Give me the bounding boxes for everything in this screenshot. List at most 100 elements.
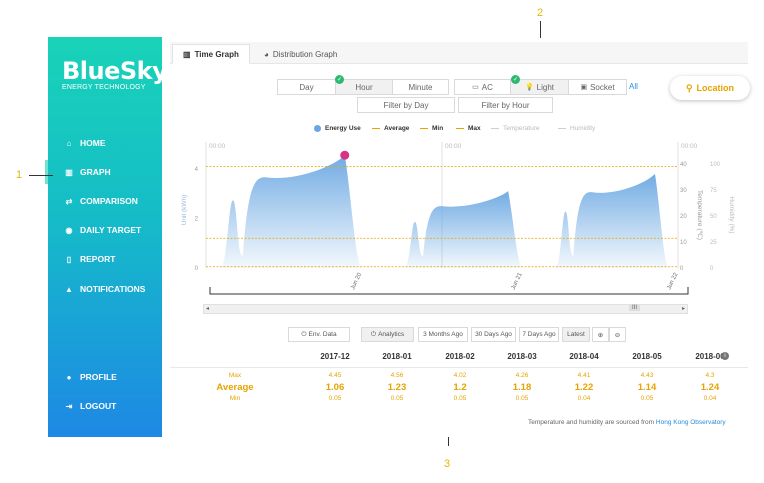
legend-average[interactable]: Average xyxy=(372,125,409,132)
table-cell-min: 0.05 xyxy=(640,395,654,402)
sidebar-item-report[interactable]: ▯ REPORT xyxy=(48,250,162,268)
sidebar-item-label: COMPARISON xyxy=(80,196,138,206)
sidebar-item-comparison[interactable]: ⇄ COMPARISON xyxy=(48,192,162,210)
ac-icon: ▭ xyxy=(472,84,479,91)
device-label: Light xyxy=(536,82,555,92)
table-cell-max: 4.41 xyxy=(577,372,591,379)
sidebar-item-profile[interactable]: ● PROFILE xyxy=(48,368,162,386)
legend-temperature[interactable]: Temperature xyxy=(491,125,540,132)
divider xyxy=(170,367,748,368)
sidebar-item-label: DAILY TARGET xyxy=(80,225,142,235)
info-icon[interactable]: i xyxy=(721,352,729,360)
range-30-days-button[interactable]: 30 Days Ago xyxy=(471,327,516,342)
analytics-button[interactable]: ⏻ Analytics xyxy=(361,327,414,342)
env-data-button[interactable]: ⏻ Env. Data xyxy=(288,327,350,342)
legend-swatch xyxy=(420,128,428,129)
chart-area[interactable]: 00:00 00:00 00:00 0 2 4 Unit (kWh) 0 10 20 30 40 Tem… xyxy=(170,140,750,310)
location-button[interactable]: ⚲ Location xyxy=(670,76,750,100)
legend-swatch xyxy=(314,125,321,132)
humidity-axis-tick: 50 xyxy=(710,214,717,220)
x-axis-tick: Jun 21 xyxy=(511,271,524,290)
device-socket-button[interactable]: ▣ Socket xyxy=(568,79,627,95)
range-3-months-button[interactable]: 3 Months Ago xyxy=(418,327,468,342)
scroll-handle[interactable]: III xyxy=(629,305,641,311)
table-cell-max: 4.02 xyxy=(453,372,467,379)
button-label: Env. Data xyxy=(308,331,337,338)
hong-kong-observatory-link[interactable]: Hong Kong Observatory xyxy=(655,419,726,426)
home-icon: ⌂ xyxy=(66,138,72,148)
sidebar-item-notifications[interactable]: ▲ NOTIFICATIONS xyxy=(48,280,162,298)
check-icon: ✓ xyxy=(511,75,520,84)
energy-use-area-day-1 xyxy=(220,155,362,268)
sidebar-item-home[interactable]: ⌂ HOME xyxy=(48,134,162,152)
legend-max[interactable]: Max xyxy=(456,125,481,132)
location-pin-icon: ⚲ xyxy=(685,82,693,93)
logo: BlueSky ENERGY TECHNOLOGY xyxy=(62,59,168,91)
max-point-marker xyxy=(340,150,350,160)
device-light-button[interactable]: 💡 Light xyxy=(510,79,569,95)
x-axis-tick: Jun 22 xyxy=(666,271,679,290)
power-icon: ⏻ xyxy=(301,330,307,338)
scroll-left-icon[interactable]: ◂ xyxy=(206,306,210,312)
tab-time-graph[interactable]: ▥ Time Graph xyxy=(172,44,250,64)
all-devices-link[interactable]: All xyxy=(629,82,638,91)
legend-label: Average xyxy=(384,125,410,132)
scroll-right-icon[interactable]: ▸ xyxy=(681,306,685,312)
table-cell-min: 0.05 xyxy=(390,395,404,402)
logo-tagline: ENERGY TECHNOLOGY xyxy=(62,84,146,91)
device-ac-button[interactable]: ▭ AC xyxy=(454,79,511,95)
user-icon: ● xyxy=(66,372,72,382)
table-cell-max: 4.45 xyxy=(328,372,342,379)
power-icon: ⏻ xyxy=(370,330,377,338)
sidebar-item-graph[interactable]: ▥ GRAPH xyxy=(45,160,162,184)
x-axis-tick: Jun 20 xyxy=(350,271,363,290)
period-hour-button[interactable]: Hour xyxy=(335,79,393,95)
legend-humidity[interactable]: Humidity xyxy=(558,125,595,132)
zoom-in-icon[interactable]: ⊕ xyxy=(592,327,609,342)
legend-swatch xyxy=(456,128,464,129)
chart-scrollbar[interactable]: ◂ III ▸ xyxy=(203,304,688,314)
legend-min[interactable]: Min xyxy=(420,125,443,132)
legend-swatch xyxy=(491,128,499,129)
energy-use-area-day-2 xyxy=(404,191,523,268)
tab-label: Time Graph xyxy=(194,49,239,59)
table-cell-min: 0.04 xyxy=(703,395,717,402)
table-column-header: 2018-05 xyxy=(632,352,662,361)
table-column-header: 2018-03 xyxy=(507,352,537,361)
check-icon: ✓ xyxy=(335,75,344,84)
table-cell-max: 4.56 xyxy=(390,372,404,379)
bar-chart-icon: ▥ xyxy=(183,49,191,59)
sidebar-item-logout[interactable]: ⇥ LOGOUT xyxy=(48,397,162,415)
sidebar-item-daily-target[interactable]: ◉ DAILY TARGET xyxy=(48,221,162,239)
tab-label: Distribution Graph xyxy=(272,49,338,59)
table-cell-min: 0.04 xyxy=(577,395,591,402)
table-cell-average: 1.06 xyxy=(325,382,345,393)
range-7-days-button[interactable]: 7 Days Ago xyxy=(519,327,559,342)
legend-swatch xyxy=(372,128,380,129)
filter-by-day-button[interactable]: Filter by Day xyxy=(357,97,455,113)
humidity-axis-tick: 25 xyxy=(710,240,717,246)
bell-icon: ▲ xyxy=(65,284,73,294)
range-latest-button[interactable]: Latest xyxy=(562,327,590,342)
row-label-max: Max xyxy=(228,372,242,379)
filter-by-hour-button[interactable]: Filter by Hour xyxy=(458,97,553,113)
temperature-axis-tick: 30 xyxy=(680,188,687,194)
annotation-1-line xyxy=(29,175,53,176)
table-cell-average: 1.2 xyxy=(453,382,467,393)
table-cell-max: 4.3 xyxy=(705,372,715,379)
left-axis-tick: 0 xyxy=(195,266,199,272)
period-day-button[interactable]: Day xyxy=(277,79,336,95)
table-cell-max: 4.43 xyxy=(640,372,654,379)
device-label: AC xyxy=(481,82,493,92)
target-icon: ◉ xyxy=(65,225,73,235)
temperature-axis-tick: 40 xyxy=(680,162,687,168)
energy-chart[interactable]: 00:00 00:00 00:00 0 2 4 Unit (kWh) 0 10 20 30 40 Tem… xyxy=(170,140,750,305)
zoom-out-icon[interactable]: ⊖ xyxy=(609,327,626,342)
humidity-axis-tick: 0 xyxy=(710,266,714,272)
location-label: Location xyxy=(696,83,735,93)
legend-energy-use[interactable]: Energy Use xyxy=(314,125,361,132)
tab-distribution-graph[interactable]: ◕ Distribution Graph xyxy=(254,44,347,64)
temperature-axis-tick: 20 xyxy=(680,214,687,220)
annotation-1: 1 xyxy=(16,169,23,181)
period-minute-button[interactable]: Minute xyxy=(392,79,449,95)
